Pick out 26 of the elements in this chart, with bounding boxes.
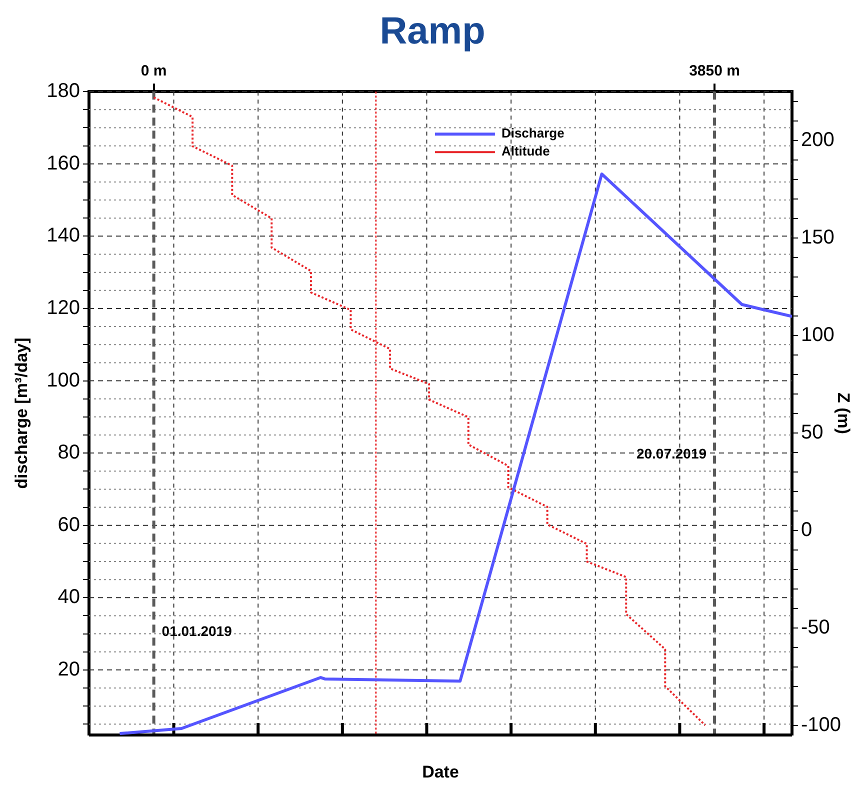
x-tick-label: 3850 m xyxy=(689,62,740,80)
annotation: 20.07.2019 xyxy=(636,445,707,462)
y-tick-label: 100 xyxy=(46,369,80,392)
annotation: 01.01.2019 xyxy=(162,622,232,639)
y2-tick-label: -100 xyxy=(801,714,842,736)
x-axis-title: Date xyxy=(422,762,459,782)
x-tick-label: 0 m xyxy=(140,62,167,80)
y-axis-title: discharge [m³/day] xyxy=(12,338,31,489)
y2-tick-label: 100 xyxy=(801,324,834,346)
legend-label: Discharge xyxy=(501,126,564,141)
y2-axis-title: Z (m) xyxy=(834,392,854,434)
y-tick-label: 40 xyxy=(58,586,80,608)
y2-tick-label: 0 xyxy=(801,518,812,541)
y-tick-label: 180 xyxy=(46,80,80,102)
y-tick-label: 140 xyxy=(46,224,80,247)
y-tick-label: 120 xyxy=(46,296,80,319)
legend-label: Altitude xyxy=(501,144,550,159)
y2-tick-label: 50 xyxy=(801,421,824,444)
y2-tick-label: 150 xyxy=(801,226,834,248)
y-tick-label: 60 xyxy=(58,514,80,536)
chart-title: Ramp xyxy=(380,10,486,52)
y-tick-label: 160 xyxy=(46,152,80,174)
y2-tick-label: 200 xyxy=(801,128,834,151)
y2-tick-label: -50 xyxy=(801,616,830,638)
y-tick-label: 20 xyxy=(58,658,80,680)
y-tick-label: 80 xyxy=(58,442,80,464)
